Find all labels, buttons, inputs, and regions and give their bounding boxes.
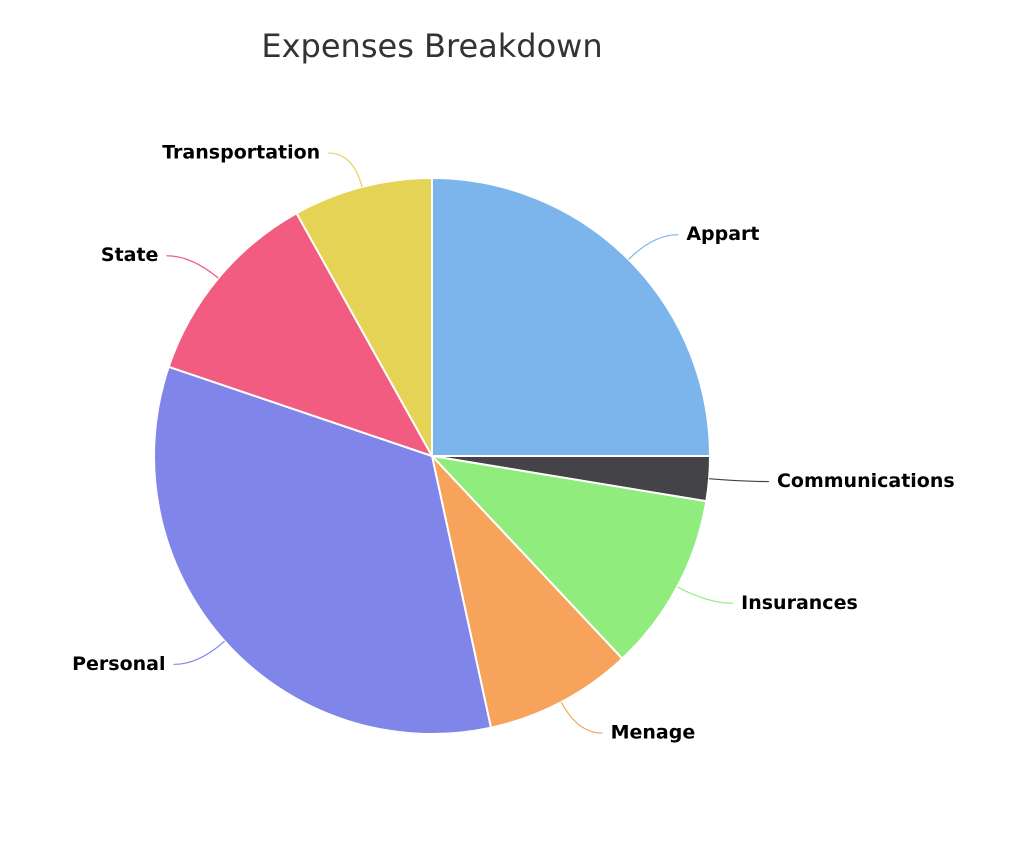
slice-label: Appart	[686, 223, 759, 245]
pie-slice	[429, 454, 708, 661]
slice-label: Personal	[72, 653, 165, 675]
pie-slice	[153, 365, 493, 735]
connector	[628, 234, 679, 260]
pie-slice	[295, 176, 433, 460]
slice-label: Transportation	[162, 142, 320, 164]
pie-slice	[430, 452, 624, 729]
connector	[166, 255, 219, 279]
slice-label: Communications	[777, 470, 955, 492]
chart-title: Expenses Breakdown	[261, 27, 602, 65]
connector	[328, 152, 363, 188]
connector	[676, 586, 734, 604]
slice-label: Menage	[611, 722, 696, 744]
pie-slice	[167, 211, 435, 458]
slice-label: State	[101, 244, 159, 266]
connector	[173, 640, 226, 666]
slice-label: Insurances	[741, 592, 858, 614]
pie-slice	[431, 176, 712, 457]
connector	[560, 701, 603, 734]
connector	[709, 478, 769, 483]
